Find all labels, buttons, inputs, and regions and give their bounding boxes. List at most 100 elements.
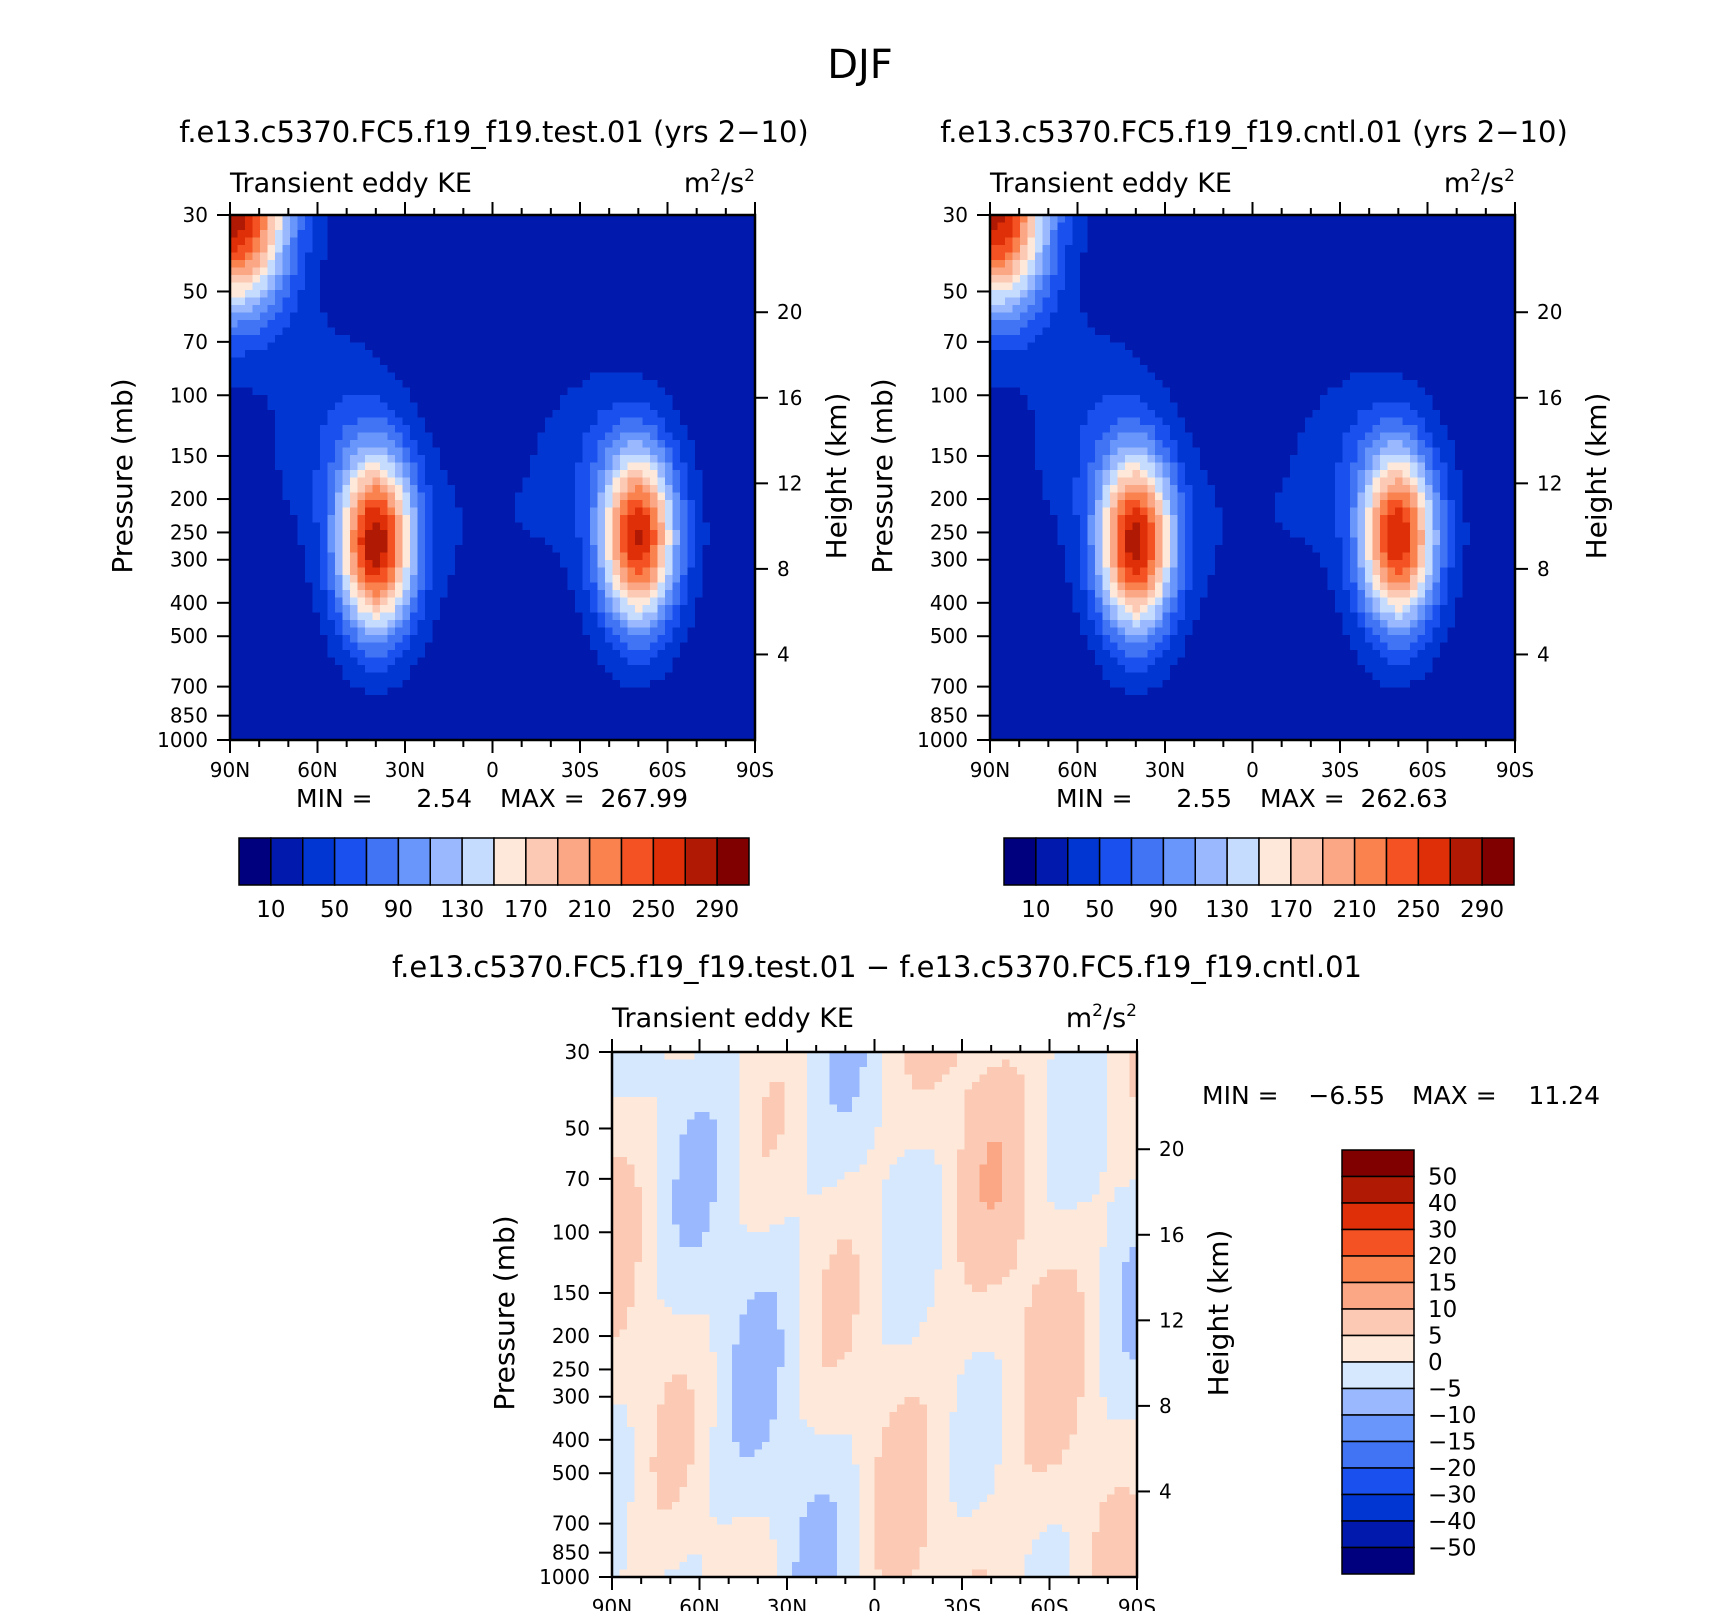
field-cell: [575, 252, 584, 261]
field-cell: [560, 567, 569, 576]
field-cell: [230, 440, 239, 449]
field-cell: [470, 522, 479, 531]
field-cell: [500, 410, 509, 419]
field-cell: [395, 732, 404, 741]
field-cell: [440, 530, 449, 539]
field-cell: [725, 665, 734, 674]
field-cell: [455, 230, 464, 239]
field-cell: [462, 575, 471, 584]
field-cell: [372, 657, 381, 666]
field-cell: [410, 522, 419, 531]
field-cell: [440, 297, 449, 306]
field-cell: [545, 672, 554, 681]
field-cell: [672, 485, 681, 494]
field-cell: [335, 350, 344, 359]
field-cell: [440, 425, 449, 434]
field-cell: [357, 560, 366, 569]
field-cell: [732, 530, 741, 539]
field-cell: [552, 507, 561, 516]
field-cell: [710, 267, 719, 276]
field-cell: [680, 327, 689, 336]
field-cell: [560, 395, 569, 404]
field-cell: [417, 500, 426, 509]
field-cell: [470, 402, 479, 411]
field-cell: [470, 215, 479, 224]
field-cell: [687, 312, 696, 321]
field-cell: [425, 515, 434, 524]
field-cell: [455, 507, 464, 516]
field-cell: [695, 470, 704, 479]
field-cell: [530, 477, 539, 486]
field-cell: [372, 500, 381, 509]
field-cell: [612, 515, 621, 524]
field-cell: [372, 455, 381, 464]
field-cell: [245, 312, 254, 321]
field-cell: [327, 290, 336, 299]
field-cell: [560, 500, 569, 509]
field-cell: [725, 327, 734, 336]
field-cell: [350, 305, 359, 314]
field-cell: [230, 470, 239, 479]
field-cell: [395, 710, 404, 719]
field-cell: [275, 597, 284, 606]
field-cell: [365, 537, 374, 546]
field-cell: [635, 642, 644, 651]
field-cell: [252, 627, 261, 636]
field-cell: [650, 267, 659, 276]
field-cell: [327, 612, 336, 621]
field-cell: [320, 380, 329, 389]
field-cell: [545, 275, 554, 284]
field-cell: [327, 365, 336, 374]
field-cell: [305, 305, 314, 314]
field-cell: [665, 320, 674, 329]
field-cell: [687, 500, 696, 509]
field-cell: [522, 290, 531, 299]
field-cell: [740, 252, 749, 261]
field-cell: [365, 245, 374, 254]
field-cell: [477, 215, 486, 224]
field-cell: [515, 252, 524, 261]
field-cell: [357, 342, 366, 351]
field-cell: [387, 327, 396, 336]
field-cell: [462, 582, 471, 591]
field-cell: [672, 372, 681, 381]
field-cell: [417, 462, 426, 471]
y-tick-label: 100: [170, 383, 208, 407]
field-cell: [687, 537, 696, 546]
field-cell: [395, 530, 404, 539]
field-cell: [440, 230, 449, 239]
field-cell: [612, 447, 621, 456]
field-cell: [290, 687, 299, 696]
field-cell: [597, 695, 606, 704]
field-cell: [275, 260, 284, 269]
field-cell: [485, 560, 494, 569]
field-cell: [537, 515, 546, 524]
field-cell: [230, 590, 239, 599]
field-cell: [290, 402, 299, 411]
field-cell: [605, 680, 614, 689]
field-cell: [620, 365, 629, 374]
field-cell: [695, 680, 704, 689]
field-cell: [672, 417, 681, 426]
field-cell: [702, 222, 711, 231]
field-cell: [515, 215, 524, 224]
field-cell: [252, 672, 261, 681]
field-cell: [275, 687, 284, 696]
field-cell: [530, 635, 539, 644]
field-cell: [597, 725, 606, 734]
field-cell: [335, 567, 344, 576]
field-cell: [417, 305, 426, 314]
field-cell: [500, 507, 509, 516]
field-cell: [282, 290, 291, 299]
field-cell: [582, 545, 591, 554]
field-cell: [582, 620, 591, 629]
field-cell: [695, 612, 704, 621]
field-cell: [350, 657, 359, 666]
field-cell: [237, 387, 246, 396]
field-cell: [507, 717, 516, 726]
field-cell: [627, 717, 636, 726]
field-cell: [545, 282, 554, 291]
field-cell: [387, 725, 396, 734]
field-cell: [710, 402, 719, 411]
field-cell: [357, 575, 366, 584]
